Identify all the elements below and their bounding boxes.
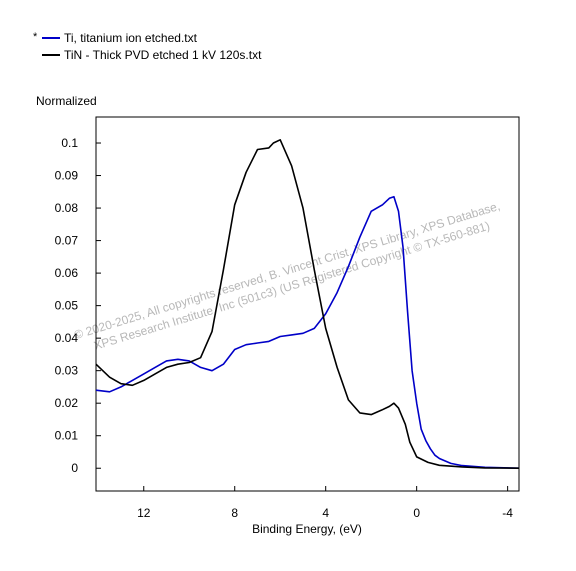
y-axis-title: Normalized bbox=[36, 94, 97, 108]
y-tick-label: 0.05 bbox=[55, 299, 79, 313]
series-line-tin bbox=[95, 139, 520, 469]
x-axis-title: Binding Energy, (eV) bbox=[252, 522, 362, 536]
y-tick-label: 0.02 bbox=[55, 396, 79, 410]
x-tick-label: 12 bbox=[137, 506, 151, 520]
y-tick-label: 0.08 bbox=[55, 201, 79, 215]
x-tick-label: -4 bbox=[502, 506, 513, 520]
legend-marker: * bbox=[33, 31, 38, 43]
legend-label-ti: Ti, titanium ion etched.txt bbox=[64, 31, 198, 45]
series-layer bbox=[95, 139, 520, 469]
plot-frame bbox=[95, 116, 520, 492]
y-tick-label: 0.1 bbox=[61, 136, 78, 150]
y-tick-label: 0.03 bbox=[55, 364, 79, 378]
y-axis-ticks: 0 0.01 0.02 0.03 0.04 0.05 0.06 0.07 0.08 0.09 0.1 bbox=[55, 136, 101, 475]
watermark-line-2: XPS Research Institute, Inc (501c3) (US … bbox=[92, 219, 492, 353]
y-tick-label: 0.06 bbox=[55, 266, 79, 280]
x-tick-label: 4 bbox=[322, 506, 329, 520]
x-tick-label: 8 bbox=[231, 506, 238, 520]
y-tick-label: 0.04 bbox=[55, 331, 79, 345]
x-tick-label: 0 bbox=[413, 506, 420, 520]
watermark-line-1: © 2020-2025, All copyrights reserved, B.… bbox=[72, 199, 501, 342]
y-tick-label: 0.01 bbox=[55, 429, 79, 443]
x-axis-ticks: 12 8 4 0 -4 bbox=[137, 486, 513, 520]
legend-label-tin: TiN - Thick PVD etched 1 kV 120s.txt bbox=[64, 48, 262, 62]
legend: * Ti, titanium ion etched.txt TiN - Thic… bbox=[33, 31, 262, 62]
y-tick-label: 0 bbox=[71, 461, 78, 475]
y-tick-label: 0.07 bbox=[55, 234, 79, 248]
series-line-ti bbox=[95, 195, 520, 469]
y-tick-label: 0.09 bbox=[55, 169, 79, 183]
watermark: © 2020-2025, All copyrights reserved, B.… bbox=[72, 199, 501, 353]
